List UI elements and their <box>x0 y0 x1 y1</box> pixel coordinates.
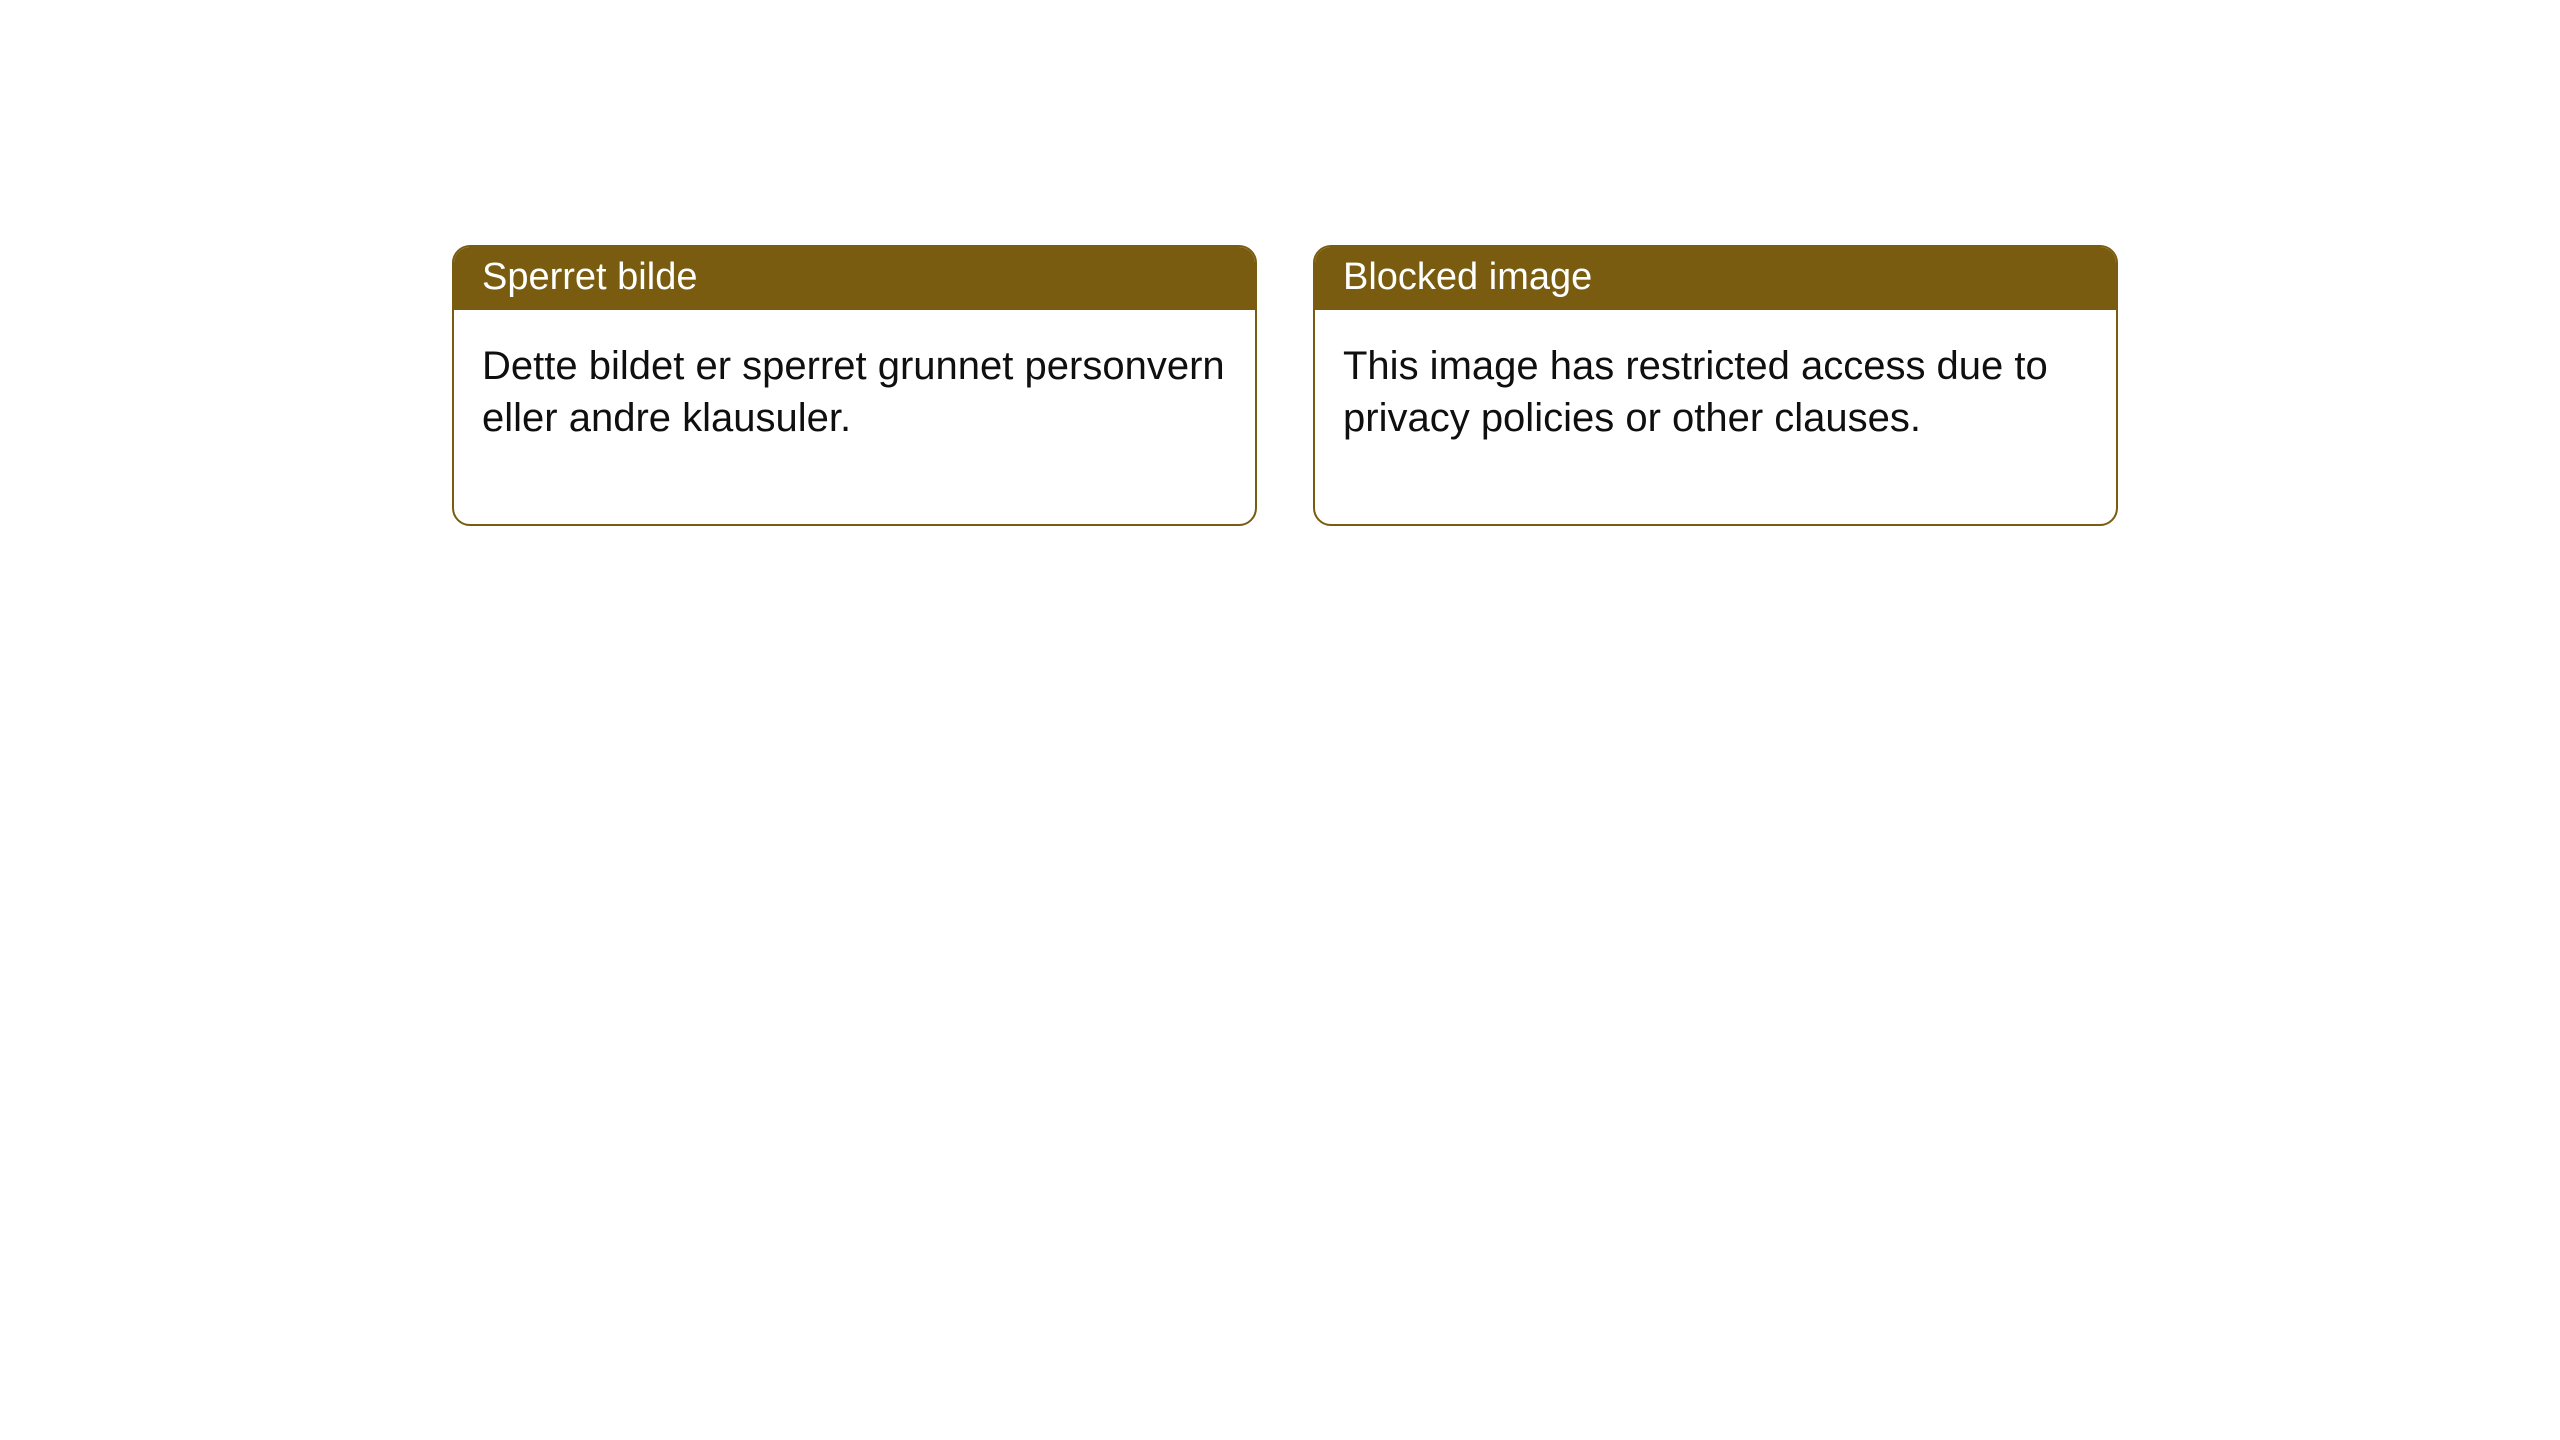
notice-message: Dette bildet er sperret grunnet personve… <box>482 344 1225 440</box>
notices-container: Sperret bilde Dette bildet er sperret gr… <box>0 0 2560 526</box>
notice-body: This image has restricted access due to … <box>1315 310 2116 524</box>
notice-card-english: Blocked image This image has restricted … <box>1313 245 2118 526</box>
notice-body: Dette bildet er sperret grunnet personve… <box>454 310 1255 524</box>
notice-card-norwegian: Sperret bilde Dette bildet er sperret gr… <box>452 245 1257 526</box>
notice-message: This image has restricted access due to … <box>1343 344 2048 440</box>
notice-header: Sperret bilde <box>454 247 1255 310</box>
notice-header: Blocked image <box>1315 247 2116 310</box>
notice-title: Sperret bilde <box>482 256 697 298</box>
notice-title: Blocked image <box>1343 256 1592 298</box>
